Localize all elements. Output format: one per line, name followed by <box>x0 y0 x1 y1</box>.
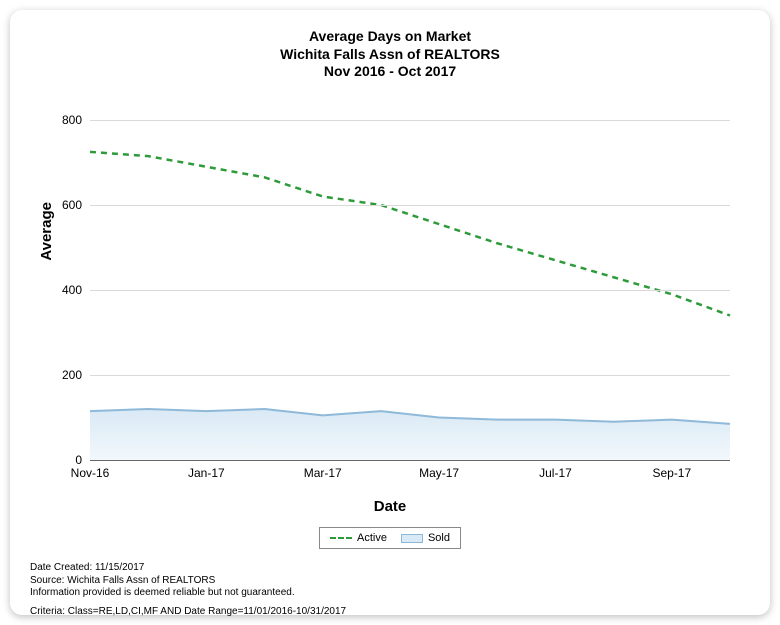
legend-item-sold: Sold <box>401 532 450 544</box>
ytick-label: 800 <box>42 113 82 127</box>
chart-card: Average Days on Market Wichita Falls Ass… <box>10 10 770 615</box>
legend-item-active: Active <box>330 532 387 544</box>
ytick-label: 400 <box>42 283 82 297</box>
title-line-2: Wichita Falls Assn of REALTORS <box>10 46 770 64</box>
footer-criteria: Criteria: Class=RE,LD,CI,MF AND Date Ran… <box>30 606 346 617</box>
grid-line <box>90 460 730 461</box>
legend-label-sold: Sold <box>428 532 450 544</box>
xtick-label: Nov-16 <box>71 466 110 480</box>
xtick-label: Jul-17 <box>539 466 572 480</box>
legend-swatch-sold <box>401 534 423 543</box>
ytick-label: 600 <box>42 198 82 212</box>
series-sold-area <box>90 409 730 460</box>
xtick-label: Mar-17 <box>304 466 342 480</box>
footer-block: Date Created: 11/15/2017 Source: Wichita… <box>30 562 295 600</box>
legend-swatch-active <box>330 537 352 539</box>
xtick-label: Jan-17 <box>188 466 225 480</box>
grid-line <box>90 205 730 206</box>
title-line-1: Average Days on Market <box>10 28 770 46</box>
legend: Active Sold <box>319 527 461 549</box>
grid-line <box>90 290 730 291</box>
xtick-label: Sep-17 <box>652 466 691 480</box>
xtick-label: May-17 <box>419 466 459 480</box>
ytick-label: 200 <box>42 368 82 382</box>
grid-line <box>90 120 730 121</box>
footer-date-created: Date Created: 11/15/2017 <box>30 562 295 575</box>
x-axis-label: Date <box>10 498 770 515</box>
footer-disclaimer: Information provided is deemed reliable … <box>30 587 295 600</box>
grid-line <box>90 375 730 376</box>
legend-label-active: Active <box>357 532 387 544</box>
footer-source: Source: Wichita Falls Assn of REALTORS <box>30 575 295 588</box>
chart-title: Average Days on Market Wichita Falls Ass… <box>10 10 770 81</box>
plot-area: 0200400600800Nov-16Jan-17Mar-17May-17Jul… <box>90 120 730 460</box>
title-line-3: Nov 2016 - Oct 2017 <box>10 63 770 81</box>
ytick-label: 0 <box>42 453 82 467</box>
